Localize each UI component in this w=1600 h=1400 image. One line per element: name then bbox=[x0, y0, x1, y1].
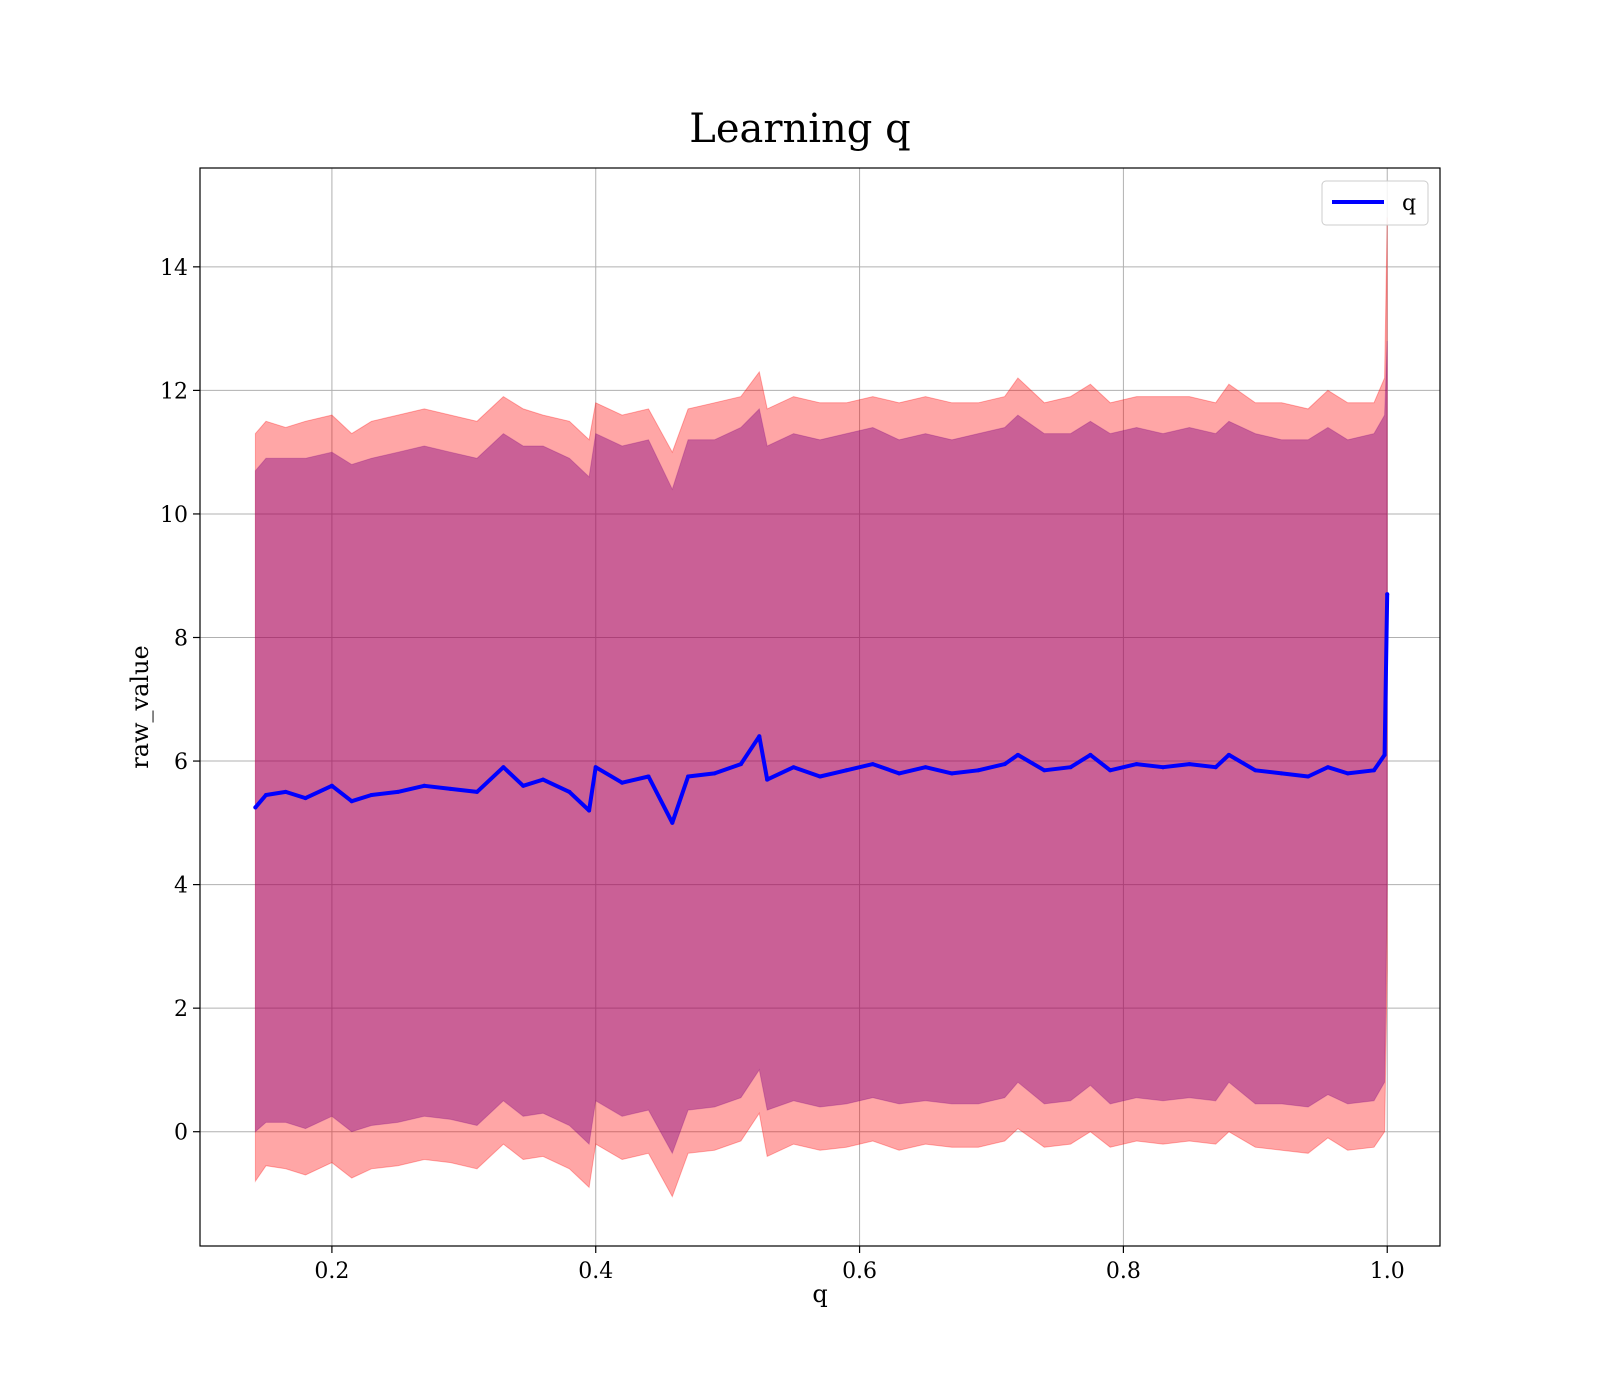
band-primary-q bbox=[254, 217, 1388, 1198]
data-point-q bbox=[818, 774, 822, 779]
chart-title: Learning q bbox=[689, 106, 910, 152]
data-point-q bbox=[1068, 765, 1073, 770]
data-point-q bbox=[475, 789, 479, 794]
x-tick-label: 0.6 bbox=[842, 1259, 877, 1284]
data-point-q bbox=[765, 777, 770, 782]
data-point-q bbox=[1042, 768, 1047, 773]
data-point-q bbox=[303, 796, 308, 801]
data-point-q bbox=[686, 774, 691, 779]
x-tick-label: 0.4 bbox=[578, 1259, 613, 1284]
data-point-q bbox=[1161, 765, 1165, 770]
data-point-q bbox=[844, 768, 849, 773]
y-tick-label: 14 bbox=[160, 256, 188, 281]
band-secondary-q bbox=[254, 340, 1388, 1155]
grid bbox=[200, 168, 1440, 1246]
data-point-q bbox=[620, 780, 625, 785]
x-tick-label: 1.0 bbox=[1370, 1259, 1405, 1284]
data-point-q bbox=[1002, 762, 1007, 767]
data-point-q bbox=[1108, 768, 1113, 773]
data-point-q bbox=[1134, 762, 1139, 767]
data-point-q bbox=[646, 774, 651, 779]
y-tick-label: 6 bbox=[174, 750, 188, 775]
data-point-q bbox=[567, 789, 572, 794]
data-point-q bbox=[1385, 592, 1390, 597]
data-point-q bbox=[521, 783, 526, 788]
data-point-q bbox=[593, 765, 598, 770]
legend: q bbox=[1321, 180, 1429, 226]
y-tick-label: 8 bbox=[174, 627, 188, 652]
plot-area: 0.2 0.4 0.6 0.8 1.0 0 2 4 6 8 10 12 14 bbox=[160, 167, 1441, 1284]
data-point-q bbox=[329, 783, 334, 788]
data-point-q bbox=[264, 793, 268, 797]
series-line-q bbox=[253, 592, 1390, 825]
x-tick-label: 0.2 bbox=[314, 1259, 349, 1284]
data-point-q bbox=[1253, 768, 1258, 773]
data-point-q bbox=[976, 768, 981, 773]
plot-background bbox=[200, 168, 1440, 1246]
data-point-q bbox=[395, 789, 400, 794]
plot-frame bbox=[199, 167, 1441, 1247]
series-lines bbox=[253, 592, 1390, 825]
data-point-q bbox=[712, 771, 717, 776]
data-point-q bbox=[949, 771, 954, 776]
data-point-q bbox=[897, 771, 902, 776]
data-point-q bbox=[1382, 752, 1387, 757]
y-tick-label: 0 bbox=[174, 1121, 188, 1146]
data-point-q bbox=[422, 783, 427, 788]
y-tick-label: 10 bbox=[160, 503, 188, 528]
data-point-q bbox=[1306, 774, 1311, 779]
y-tick-label: 4 bbox=[174, 874, 188, 899]
y-axis-label: raw_value bbox=[126, 645, 154, 769]
data-point-q bbox=[870, 762, 875, 767]
data-point-q bbox=[1325, 765, 1330, 770]
data-point-q bbox=[369, 793, 374, 797]
x-axis-ticks: 0.2 0.4 0.6 0.8 1.0 bbox=[314, 1246, 1405, 1284]
data-point-q bbox=[757, 734, 762, 739]
data-point-q bbox=[541, 777, 545, 782]
data-point-q bbox=[1187, 762, 1192, 767]
y-axis-ticks: 0 2 4 6 8 10 12 14 bbox=[160, 256, 200, 1146]
data-point-q bbox=[1226, 752, 1231, 757]
legend-label-q: q bbox=[1402, 191, 1416, 216]
data-point-q bbox=[448, 786, 453, 791]
data-point-q bbox=[1279, 771, 1284, 776]
confidence-bands bbox=[254, 217, 1388, 1198]
x-axis-label: q bbox=[812, 1280, 827, 1308]
data-point-q bbox=[349, 799, 354, 804]
y-tick-label: 2 bbox=[174, 997, 188, 1022]
y-tick-label: 12 bbox=[160, 379, 188, 404]
data-point-q bbox=[1372, 768, 1376, 773]
data-point-q bbox=[738, 762, 743, 767]
data-point-q bbox=[923, 765, 928, 770]
x-tick-label: 0.8 bbox=[1106, 1259, 1141, 1284]
data-point-q bbox=[670, 820, 675, 825]
data-point-q bbox=[283, 789, 288, 794]
data-point-q bbox=[501, 765, 506, 770]
data-point-q bbox=[1213, 765, 1218, 770]
data-point-q bbox=[587, 808, 592, 813]
data-point-q bbox=[1345, 771, 1350, 776]
data-point-q bbox=[1015, 752, 1020, 757]
data-point-q bbox=[791, 765, 796, 770]
data-point-q bbox=[253, 805, 258, 810]
data-point-q bbox=[1088, 752, 1093, 757]
